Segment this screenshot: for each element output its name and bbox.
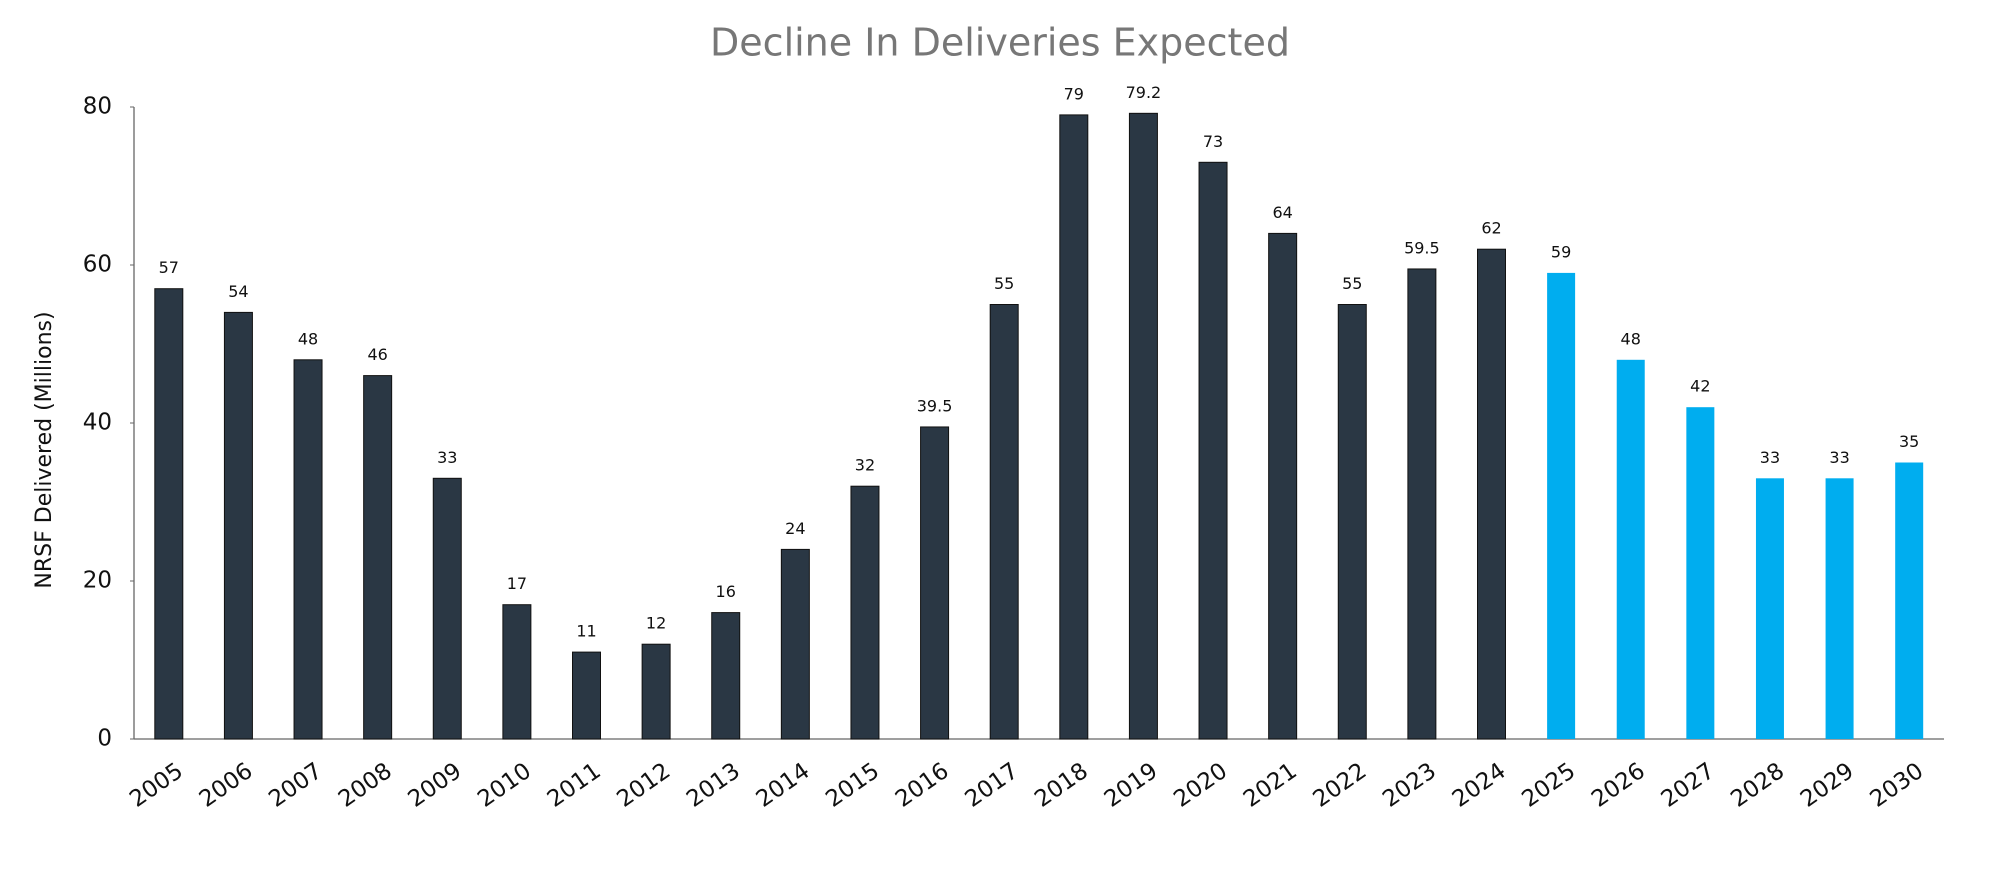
bar (711, 612, 741, 740)
bar (572, 651, 601, 740)
value-label: 73 (1203, 132, 1223, 151)
value-label: 59 (1551, 242, 1571, 261)
x-tick-label: 2030 (1865, 758, 1928, 813)
y-axis-label: NRSF Delivered (Millions) (32, 311, 57, 588)
bar (780, 548, 810, 740)
x-tick-label: 2017 (960, 758, 1023, 813)
bar (1268, 232, 1298, 740)
bar (1198, 161, 1228, 740)
bar (1337, 304, 1367, 740)
value-label: 79.2 (1126, 83, 1162, 102)
bar (989, 304, 1019, 740)
value-label: 35 (1899, 432, 1919, 451)
x-tick-label: 2025 (1517, 758, 1580, 813)
x-tick-label: 2018 (1030, 758, 1093, 813)
value-label: 33 (1829, 448, 1849, 467)
x-tick-label: 2029 (1796, 758, 1859, 813)
x-tick-label: 2010 (473, 758, 536, 813)
y-tick-label: 0 (97, 726, 112, 752)
value-label: 32 (855, 456, 875, 475)
value-label: 79 (1064, 84, 1084, 103)
x-tick-label: 2028 (1726, 758, 1789, 813)
x-tick-label: 2015 (821, 758, 884, 813)
value-label: 54 (228, 282, 248, 301)
bar (641, 643, 671, 740)
x-tick-label: 2021 (1239, 758, 1302, 813)
x-tick-label: 2026 (1587, 758, 1650, 813)
value-label: 59.5 (1404, 238, 1440, 257)
value-label: 48 (298, 329, 318, 348)
x-tick-label: 2011 (543, 758, 606, 813)
chart-title: Decline In Deliveries Expected (710, 21, 1290, 65)
bar (1477, 248, 1506, 740)
value-label: 24 (785, 519, 805, 538)
x-tick-label: 2012 (612, 758, 675, 813)
bar (293, 359, 323, 740)
value-label: 12 (646, 614, 666, 633)
bar (920, 426, 950, 740)
x-tick-label: 2016 (891, 758, 954, 813)
y-tick-label: 80 (83, 94, 112, 120)
x-tick-label: 2023 (1378, 758, 1441, 813)
value-label: 55 (1342, 274, 1362, 293)
value-label: 33 (437, 448, 457, 467)
bar (154, 288, 184, 740)
value-label: 55 (994, 274, 1014, 293)
x-tick-label: 2005 (125, 758, 188, 813)
x-tick-label: 2024 (1448, 758, 1511, 813)
y-tick-label: 40 (83, 410, 112, 436)
bar (1755, 478, 1784, 739)
bar (1825, 478, 1854, 739)
value-label: 57 (159, 258, 179, 277)
value-label: 62 (1481, 219, 1501, 238)
x-tick-label: 2027 (1657, 758, 1720, 813)
x-tick-label: 2020 (1169, 758, 1232, 813)
bar (1616, 359, 1645, 739)
bar (223, 311, 253, 740)
y-tick-label: 60 (83, 252, 112, 278)
bar (363, 375, 393, 740)
x-tick-label: 2008 (334, 758, 397, 813)
value-label: 64 (1272, 203, 1292, 222)
x-tick-label: 2007 (264, 758, 327, 813)
value-label: 48 (1621, 329, 1641, 348)
x-tick-label: 2006 (195, 758, 258, 813)
bar (432, 477, 462, 740)
x-tick-label: 2014 (752, 758, 815, 813)
bar (850, 485, 880, 740)
bar (1895, 462, 1924, 739)
bar (1686, 407, 1715, 739)
x-tick-label: 2019 (1100, 758, 1163, 813)
value-label: 17 (507, 574, 527, 593)
value-label: 11 (576, 622, 596, 641)
bar (1407, 268, 1437, 740)
x-tick-label: 2009 (404, 758, 467, 813)
value-label: 42 (1690, 377, 1710, 396)
bar (502, 604, 532, 740)
y-tick-label: 20 (83, 568, 112, 594)
x-tick-label: 2013 (682, 758, 745, 813)
bar (1128, 112, 1158, 740)
bar (1059, 114, 1089, 740)
value-label: 33 (1760, 448, 1780, 467)
value-label: 39.5 (917, 396, 953, 415)
value-label: 16 (716, 582, 736, 601)
bar (1547, 272, 1576, 739)
value-label: 46 (367, 345, 387, 364)
x-tick-label: 2022 (1309, 758, 1372, 813)
